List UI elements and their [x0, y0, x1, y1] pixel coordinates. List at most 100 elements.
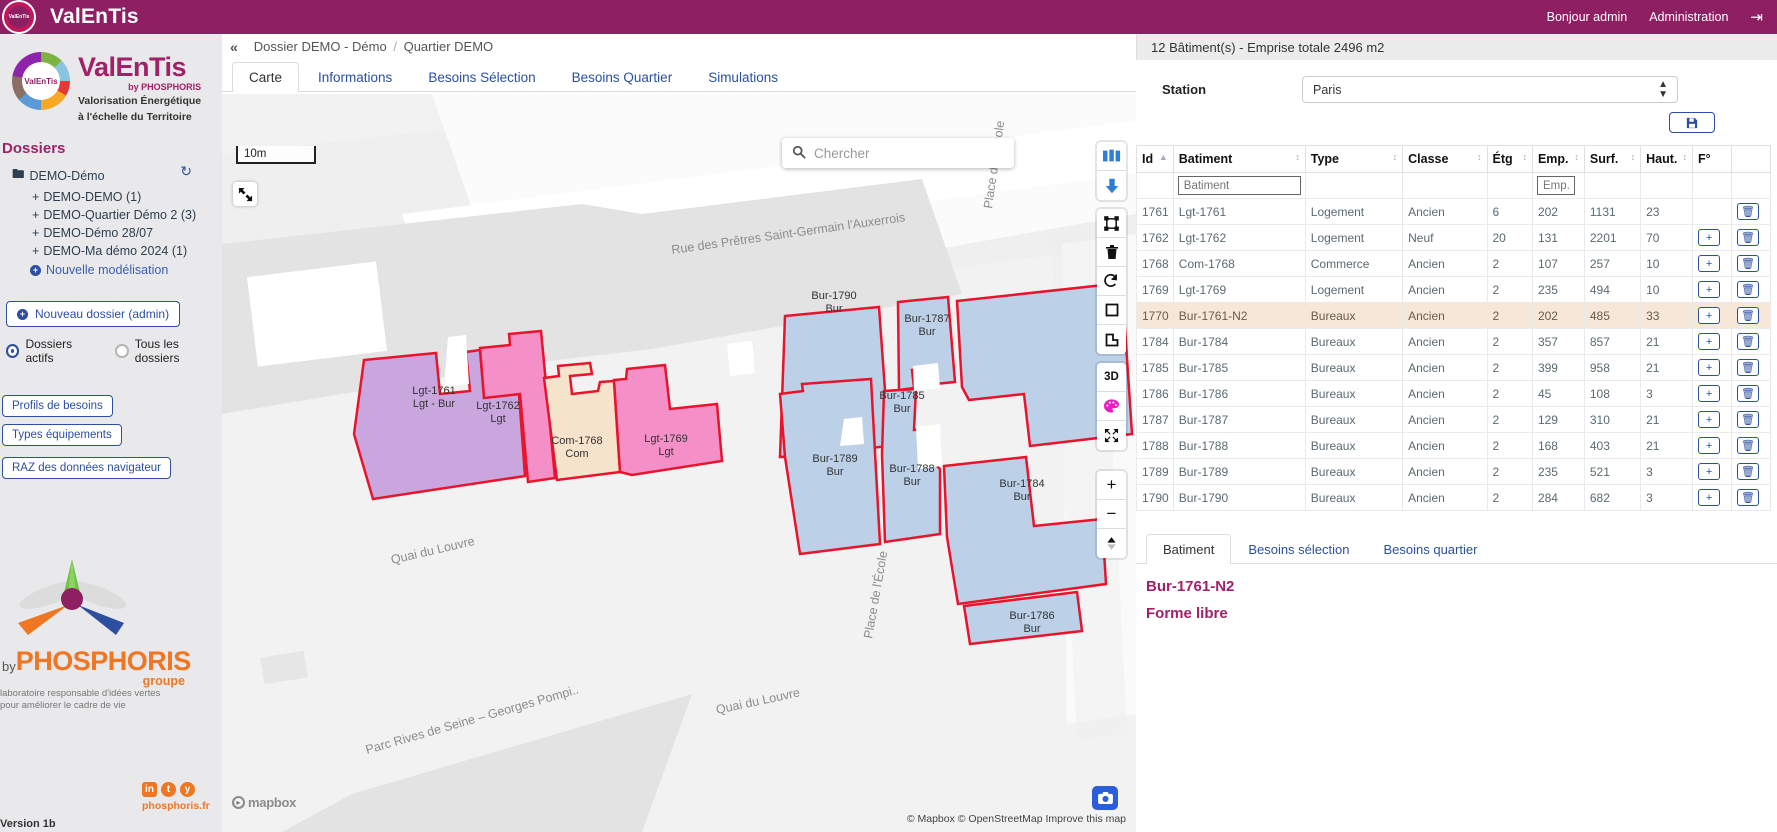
add-row-button[interactable]: + [1698, 385, 1721, 402]
delete-row-button[interactable]: 🗑 [1736, 437, 1759, 454]
compass-button[interactable] [1097, 529, 1126, 558]
delete-row-button[interactable]: 🗑 [1736, 255, 1759, 272]
building-polygon-bur-1786 [962, 590, 1084, 646]
col-haut[interactable]: Haut. ↕ [1640, 145, 1694, 173]
types-equipements-button[interactable]: Types équipements [2, 424, 122, 447]
linkedin-icon[interactable]: in [142, 782, 157, 797]
camera-icon[interactable] [1092, 786, 1118, 810]
col-surf[interactable]: Surf. ↕ [1583, 145, 1642, 173]
phosphoris-url[interactable]: phosphoris.fr [142, 800, 210, 812]
col-type[interactable]: Type ↕ [1304, 145, 1404, 173]
fullscreen-icon[interactable] [233, 182, 257, 206]
collapse-sidebar-icon[interactable]: « [230, 38, 238, 55]
delete-row-button[interactable]: 🗑 [1736, 463, 1759, 480]
toggle-3d-button[interactable]: 3D [1097, 363, 1126, 392]
tab-besoins-quartier[interactable]: Besoins Quartier [571, 70, 673, 85]
cell-emp: 131 [1531, 224, 1585, 251]
rotate-icon[interactable] [1097, 267, 1126, 296]
table-row[interactable]: 1761 Lgt-1761 Logement Ancien 6 202 1131… [1136, 198, 1772, 225]
delete-row-button[interactable]: 🗑 [1736, 385, 1759, 402]
add-row-button[interactable]: + [1698, 489, 1721, 506]
add-row-button[interactable]: + [1698, 307, 1721, 324]
tab-besoins-quartier[interactable]: Besoins quartier [1383, 542, 1478, 557]
breadcrumb-root[interactable]: Dossier DEMO - Démo [253, 39, 387, 54]
delete-row-button[interactable]: 🗑 [1736, 281, 1759, 298]
twitter-icon[interactable]: t [161, 782, 176, 797]
map-search-box[interactable]: Chercher [782, 138, 1014, 168]
youtube-icon[interactable]: y [180, 782, 195, 797]
add-row-button[interactable]: + [1698, 463, 1721, 480]
raz-navigateur-button[interactable]: RAZ des données navigateur [2, 457, 171, 480]
download-icon[interactable] [1097, 171, 1126, 200]
table-row[interactable]: 1789 Bur-1789 Bureaux Ancien 2 235 521 3… [1136, 458, 1772, 485]
col-id[interactable]: Id ▲ [1136, 145, 1174, 173]
tab-carte[interactable]: Carte [232, 62, 300, 92]
map-attribution[interactable]: © Mapbox © OpenStreetMap Improve this ma… [906, 813, 1126, 825]
filter-batiment-input[interactable] [1177, 176, 1301, 195]
delete-row-button[interactable]: 🗑 [1736, 203, 1759, 220]
delete-row-button[interactable]: 🗑 [1736, 359, 1759, 376]
tab-informations[interactable]: Informations [318, 70, 393, 85]
radio-dossiers-actifs[interactable]: Dossiers actifs [6, 337, 99, 365]
tree-item-1[interactable]: + DEMO-Quartier Démo 2 (3) [12, 206, 222, 224]
administration-link[interactable]: Administration [1649, 10, 1729, 24]
col-emp[interactable]: Emp. ↕ [1531, 145, 1585, 173]
add-row-button[interactable]: + [1698, 437, 1721, 454]
logout-icon[interactable]: ⇥ [1750, 8, 1763, 26]
tab-besoins-selection[interactable]: Besoins sélection [1248, 542, 1350, 557]
refresh-icon[interactable]: ↻ [180, 163, 192, 180]
transform-icon[interactable] [1097, 209, 1126, 238]
tab-simulations[interactable]: Simulations [708, 70, 778, 85]
tab-besoins-selection[interactable]: Besoins Sélection [428, 70, 536, 85]
tab-batiment[interactable]: Batiment [1146, 534, 1232, 564]
add-row-button[interactable]: + [1698, 229, 1721, 246]
save-button[interactable] [1669, 112, 1715, 133]
draw-rectangle-icon[interactable] [1097, 296, 1126, 325]
tree-item-2[interactable]: + DEMO-Démo 28/07 [12, 224, 222, 242]
table-row[interactable]: 1784 Bur-1784 Bureaux Ancien 2 357 857 2… [1136, 328, 1772, 355]
table-row[interactable]: 1787 Bur-1787 Bureaux Ancien 2 129 310 2… [1136, 406, 1772, 433]
new-modelisation-link[interactable]: + Nouvelle modélisation [12, 260, 222, 279]
table-row[interactable]: 1769 Lgt-1769 Logement Ancien 2 235 494 … [1136, 276, 1772, 303]
tree-item-3[interactable]: + DEMO-Ma démo 2024 (1) [12, 242, 222, 260]
table-row[interactable]: 1790 Bur-1790 Bureaux Ancien 2 284 682 3… [1136, 484, 1772, 511]
delete-row-button[interactable]: 🗑 [1736, 229, 1759, 246]
palette-icon[interactable] [1097, 392, 1126, 421]
profils-besoins-button[interactable]: Profils de besoins [2, 395, 113, 418]
delete-row-button[interactable]: 🗑 [1736, 489, 1759, 506]
new-dossier-button[interactable]: + Nouveau dossier (admin) [6, 301, 181, 328]
table-row[interactable]: 1786 Bur-1786 Bureaux Ancien 2 45 108 3 … [1136, 380, 1772, 407]
table-row[interactable]: 1788 Bur-1788 Bureaux Ancien 2 168 403 2… [1136, 432, 1772, 459]
table-row[interactable]: 1770 Bur-1761-N2 Bureaux Ancien 2 202 48… [1136, 302, 1772, 329]
add-row-button[interactable]: + [1698, 333, 1721, 350]
add-row-button[interactable]: + [1698, 255, 1721, 272]
map-viewport[interactable]: Rue des Prêtres Saint-Germain l'Auxerroi… [222, 94, 1136, 832]
delete-row-button[interactable]: 🗑 [1736, 307, 1759, 324]
mapbox-logo[interactable]: ▸ mapbox [232, 795, 296, 810]
recenter-icon[interactable] [1097, 421, 1126, 450]
map-search-input[interactable]: Chercher [814, 145, 870, 161]
col-batiment[interactable]: Batiment ↕ [1172, 145, 1306, 173]
layers-icon[interactable] [1097, 142, 1126, 171]
tree-root-item[interactable]: 🖿 DEMO-Démo [12, 163, 222, 188]
delete-row-button[interactable]: 🗑 [1736, 333, 1759, 350]
delete-row-button[interactable]: 🗑 [1736, 411, 1759, 428]
table-row[interactable]: 1768 Com-1768 Commerce Ancien 2 107 257 … [1136, 250, 1772, 277]
trash-icon[interactable] [1097, 238, 1126, 267]
filter-emp-input[interactable] [1536, 176, 1575, 195]
col-classe[interactable]: Classe ↕ [1402, 145, 1488, 173]
col-etg[interactable]: Étg ↕ [1486, 145, 1533, 173]
zoom-out-button[interactable]: − [1097, 500, 1126, 529]
draw-polygon-icon[interactable] [1097, 325, 1126, 354]
col-f[interactable]: F° [1692, 145, 1732, 173]
zoom-in-button[interactable]: + [1097, 471, 1126, 500]
tree-item-0[interactable]: + DEMO-DEMO (1) [12, 188, 222, 206]
table-row[interactable]: 1785 Bur-1785 Bureaux Ancien 2 399 958 2… [1136, 354, 1772, 381]
radio-tous-les-dossiers[interactable]: Tous les dossiers [115, 337, 222, 365]
app-logo-icon: ValEnTis [2, 0, 36, 34]
add-row-button[interactable]: + [1698, 281, 1721, 298]
station-select[interactable]: Paris ▲ ▼ [1302, 76, 1678, 103]
add-row-button[interactable]: + [1698, 411, 1721, 428]
add-row-button[interactable]: + [1698, 359, 1721, 376]
table-row[interactable]: 1762 Lgt-1762 Logement Neuf 20 131 2201 … [1136, 224, 1772, 251]
